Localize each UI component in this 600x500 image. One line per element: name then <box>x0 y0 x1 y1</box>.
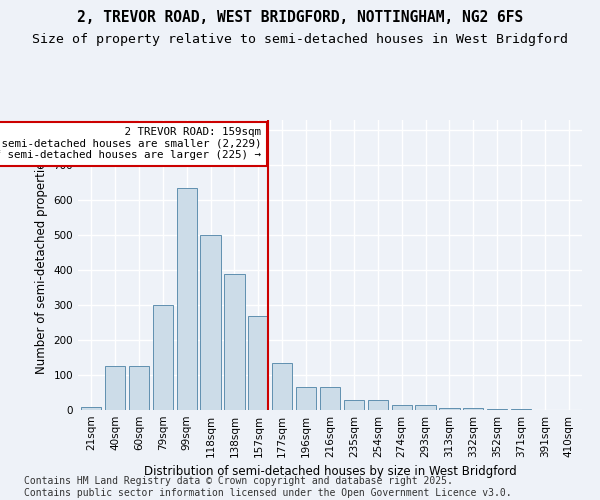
Text: Contains HM Land Registry data © Crown copyright and database right 2025.
Contai: Contains HM Land Registry data © Crown c… <box>24 476 512 498</box>
Bar <box>296 388 316 410</box>
Text: 2, TREVOR ROAD, WEST BRIDGFORD, NOTTINGHAM, NG2 6FS: 2, TREVOR ROAD, WEST BRIDGFORD, NOTTINGH… <box>77 10 523 25</box>
Bar <box>200 236 221 410</box>
Bar <box>129 366 149 410</box>
Y-axis label: Number of semi-detached properties: Number of semi-detached properties <box>35 156 48 374</box>
Bar <box>344 400 364 410</box>
Bar <box>392 405 412 410</box>
Bar <box>320 388 340 410</box>
Bar <box>463 408 484 410</box>
Text: Size of property relative to semi-detached houses in West Bridgford: Size of property relative to semi-detach… <box>32 32 568 46</box>
Bar <box>176 188 197 410</box>
Bar <box>81 406 101 410</box>
Bar <box>272 363 292 410</box>
Bar <box>368 400 388 410</box>
Bar <box>152 305 173 410</box>
Bar <box>105 366 125 410</box>
Bar <box>415 405 436 410</box>
Text: 2 TREVOR ROAD: 159sqm
← 91% of semi-detached houses are smaller (2,229)
   9% of: 2 TREVOR ROAD: 159sqm ← 91% of semi-deta… <box>0 127 262 160</box>
X-axis label: Distribution of semi-detached houses by size in West Bridgford: Distribution of semi-detached houses by … <box>143 466 517 478</box>
Bar <box>439 408 460 410</box>
Bar <box>248 316 268 410</box>
Bar <box>224 274 245 410</box>
